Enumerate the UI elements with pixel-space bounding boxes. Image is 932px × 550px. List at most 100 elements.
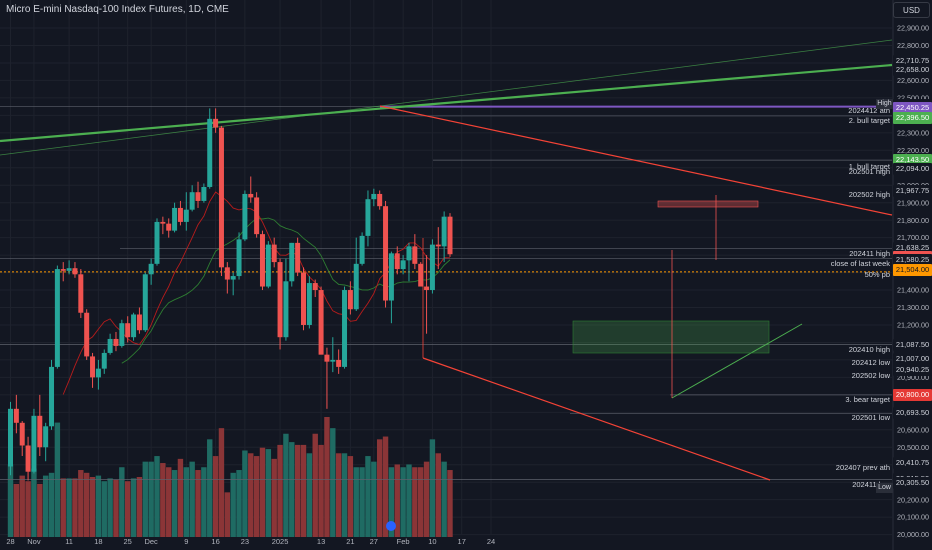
candle-body xyxy=(195,192,201,201)
price-tag-21967: 21,967.75 xyxy=(893,184,932,197)
low-label: Low xyxy=(876,483,893,494)
volume-bar xyxy=(259,447,266,537)
x-tick-label: 23 xyxy=(241,537,249,546)
price-tag-20305: 20,305.50 xyxy=(893,476,932,489)
candle-body xyxy=(189,192,195,210)
y-tick-label: 22,200.00 xyxy=(897,146,929,155)
level-annotation: 202410 high xyxy=(848,344,890,354)
currency-button[interactable]: USD xyxy=(893,2,930,18)
volume-bar xyxy=(400,467,406,537)
x-tick-label: 2025 xyxy=(272,537,289,546)
volume-bar xyxy=(423,461,430,537)
candle-body xyxy=(43,426,49,448)
level-annotation: 3. bear target xyxy=(845,395,890,405)
candle-body xyxy=(172,207,178,231)
candle-body xyxy=(218,127,224,268)
volume-bar xyxy=(142,461,148,537)
candle-body xyxy=(119,323,125,346)
candle-body xyxy=(142,274,148,331)
candle-body xyxy=(19,422,25,446)
y-tick-label: 20,900.00 xyxy=(897,373,929,382)
level-annotation: 202411 low xyxy=(852,479,890,489)
price-tag-21580: 21,580.25 xyxy=(893,253,932,266)
x-tick-label: 9 xyxy=(184,537,188,546)
volume-bar xyxy=(66,478,72,537)
time-axis[interactable]: 28 Nov 11 18 25 Dec 9 16 23 2025 13 21 27 Feb 10 17 24 xyxy=(6,537,495,546)
volume-bar xyxy=(412,467,418,537)
y-tick-label: 22,900.00 xyxy=(897,24,929,33)
candle-body xyxy=(37,415,43,448)
candle-body xyxy=(377,193,383,207)
candle-body xyxy=(447,216,453,255)
support-line xyxy=(671,323,803,399)
level-annotation: 202407 prev ath xyxy=(835,463,890,473)
candle-body xyxy=(347,290,353,310)
volume-bar xyxy=(95,475,102,537)
volume-bar xyxy=(13,483,20,537)
candle-body xyxy=(312,283,318,291)
candle-body xyxy=(400,260,406,270)
volume-bar xyxy=(19,475,25,537)
candle-body xyxy=(78,274,84,313)
level-annotation: 202412 low xyxy=(851,358,890,368)
volume-bar xyxy=(447,470,453,537)
level-annotation: 202501 low xyxy=(851,412,890,422)
bull-trendline xyxy=(0,63,893,143)
level-annotation: 2. bull target xyxy=(848,116,890,126)
volume-bar xyxy=(78,470,84,537)
y-tick-label: 21,700.00 xyxy=(897,233,929,242)
y-tick-label: 22,500.00 xyxy=(897,93,929,102)
candle-body xyxy=(177,207,183,222)
x-tick-label: Dec xyxy=(144,537,158,546)
volume-bar xyxy=(183,467,189,537)
price-tag-20940: 20,940.25 xyxy=(893,364,932,377)
candle-body xyxy=(183,209,189,222)
price-tag-bull2: 22,396.50 xyxy=(893,111,932,124)
candle-body xyxy=(412,246,418,264)
level-annotation: 2024412 ath xyxy=(848,106,890,116)
volume-bar xyxy=(107,478,113,537)
supply-zone xyxy=(657,200,759,208)
candle-body xyxy=(365,199,371,236)
candle-body xyxy=(207,118,213,187)
volume-bar xyxy=(119,467,125,537)
candle-body xyxy=(136,314,142,331)
candle-body xyxy=(154,221,160,264)
price-tag-22658: 22,658.00 xyxy=(893,64,932,77)
candle-body xyxy=(131,314,137,338)
candle-body xyxy=(8,408,13,467)
volume-bar xyxy=(394,464,400,537)
volume-bar xyxy=(7,464,14,537)
candlestick-series xyxy=(8,108,453,481)
x-tick-label: 27 xyxy=(370,537,378,546)
candle-body xyxy=(66,268,72,271)
candle-body xyxy=(371,193,377,200)
candle-body xyxy=(72,268,78,275)
candle-body xyxy=(84,312,90,357)
volume-bar xyxy=(136,477,143,537)
candle-body xyxy=(25,445,31,472)
candle-body xyxy=(90,356,96,378)
level-annotation: 202501 high xyxy=(848,167,890,177)
x-tick-label: 21 xyxy=(346,537,354,546)
volume-bar xyxy=(230,472,236,537)
x-tick-label: Nov xyxy=(27,537,41,546)
candle-body xyxy=(359,235,365,264)
y-tick-label: 21,400.00 xyxy=(897,286,929,295)
bull-trendline-thin xyxy=(0,39,893,156)
y-tick-label: 22,300.00 xyxy=(897,128,929,137)
volume-bar xyxy=(101,481,107,537)
volume-bar xyxy=(253,456,260,537)
y-tick-label: 20,000.00 xyxy=(897,530,929,539)
volume-bar xyxy=(60,478,66,537)
x-tick-label: 28 xyxy=(6,537,14,546)
price-tag-ath: 22,450.25 xyxy=(893,101,932,114)
volume-bar xyxy=(224,492,231,537)
price-tag-20410: 20,410.75 xyxy=(893,456,932,469)
x-tick-label: 13 xyxy=(317,537,325,546)
y-tick-label: 20,200.00 xyxy=(897,495,929,504)
volume-bar xyxy=(166,467,172,537)
candle-body xyxy=(265,244,271,287)
volume-bar xyxy=(318,444,324,537)
